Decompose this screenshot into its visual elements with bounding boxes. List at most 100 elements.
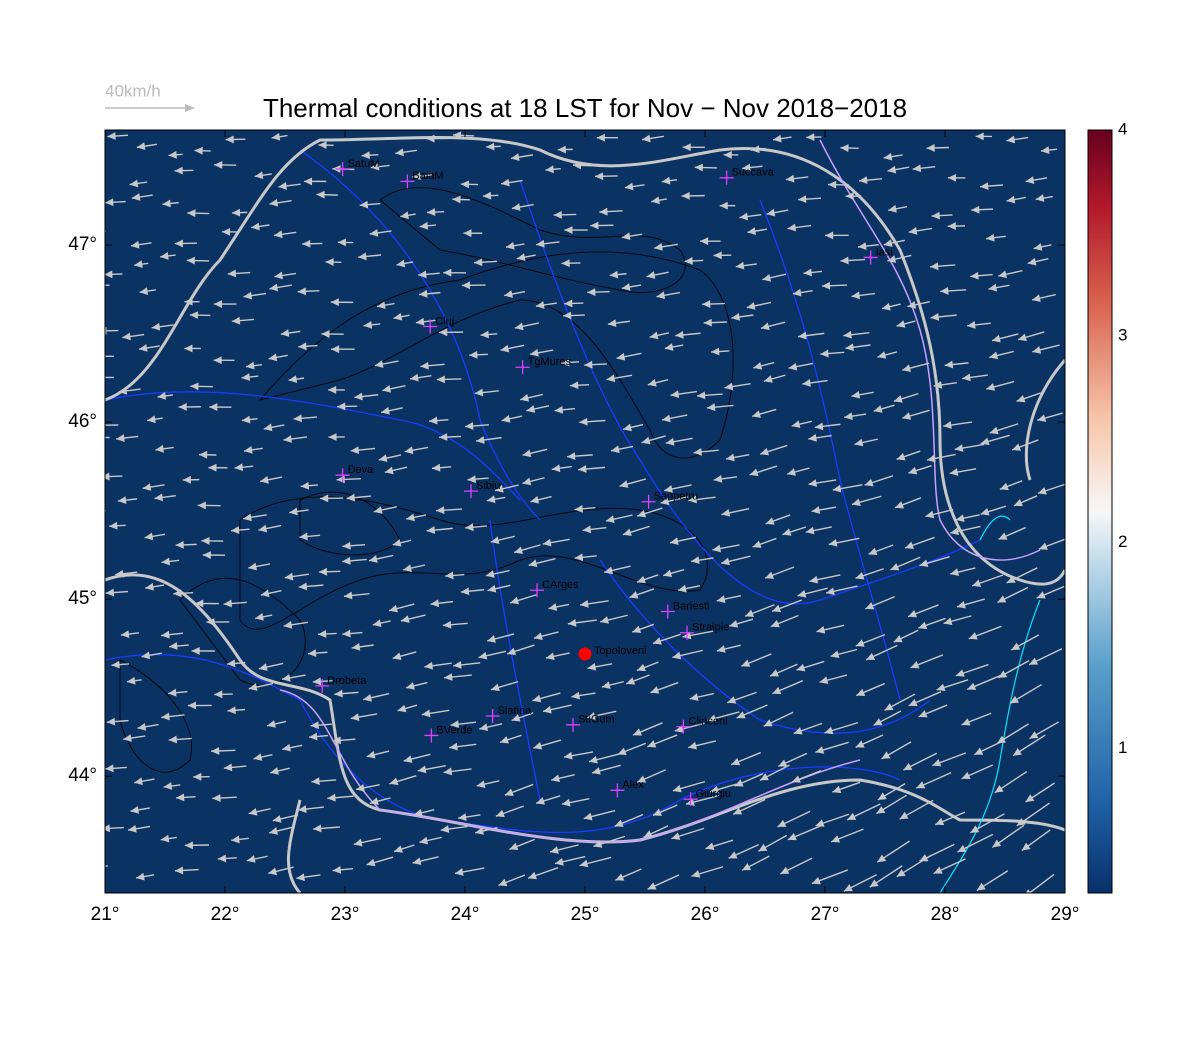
wind-arrow	[998, 526, 1026, 541]
wind-arrow	[231, 208, 248, 217]
wind-arrow	[421, 709, 450, 718]
wind-arrow	[693, 448, 719, 456]
wind-arrow-head	[160, 834, 170, 843]
wind-arrow-head	[476, 780, 486, 788]
wind-arrow-head	[392, 539, 402, 547]
wind-arrow-head	[278, 182, 287, 190]
wind-arrow	[1035, 194, 1053, 202]
wind-arrow	[902, 752, 938, 771]
wind-arrow	[551, 773, 575, 783]
wind-arrow-head	[1016, 394, 1026, 403]
wind-arrow	[303, 177, 327, 186]
wind-arrow	[1029, 721, 1059, 740]
wind-arrow-head	[1029, 657, 1039, 665]
wind-arrow-head	[174, 166, 183, 175]
wind-arrow-head	[522, 449, 532, 458]
wind-arrow	[865, 644, 898, 661]
wind-arrow	[997, 586, 1029, 604]
wind-arrow-head	[932, 758, 942, 767]
wind-arrow	[998, 269, 1023, 279]
wind-arrow	[366, 750, 390, 759]
wind-arrow	[563, 751, 594, 760]
wind-arrow-head	[332, 865, 342, 874]
wind-arrow-head	[970, 271, 979, 280]
wind-arrow-head	[190, 382, 199, 391]
wind-arrow	[994, 770, 1028, 794]
wind-arrow	[955, 663, 989, 677]
wind-arrow	[403, 753, 431, 763]
wind-arrow	[419, 289, 441, 298]
wind-arrow	[173, 589, 194, 598]
wind-arrow-head	[412, 857, 422, 865]
x-tick-label: 25°	[571, 904, 600, 925]
wind-arrow	[840, 144, 859, 152]
colorbar-tick-label: 3	[1118, 326, 1127, 345]
wind-arrow-head	[887, 165, 897, 174]
wind-arrow-head	[919, 854, 929, 862]
wind-arrow-head	[97, 373, 105, 381]
wind-arrow-head	[814, 422, 824, 431]
wind-arrow	[369, 229, 392, 237]
wind-arrow-head	[1027, 257, 1037, 266]
wind-arrow	[426, 134, 448, 143]
wind-arrow	[263, 423, 285, 432]
wind-arrow	[384, 466, 408, 475]
wind-arrow	[281, 673, 306, 682]
wind-arrow-head	[1026, 889, 1031, 893]
wind-arrow	[688, 740, 717, 750]
wind-arrow	[389, 774, 417, 786]
wind-arrow	[351, 643, 374, 651]
wind-arrow-head	[320, 494, 329, 503]
wind-arrow-head	[916, 781, 926, 789]
y-tick-label: 44°	[68, 765, 97, 786]
wind-arrow-head	[654, 243, 663, 251]
wind-arrow	[241, 373, 259, 381]
wind-arrow-head	[260, 589, 270, 598]
wind-arrow-head	[107, 132, 116, 140]
wind-arrows	[97, 131, 1065, 893]
wind-arrow-head	[1025, 794, 1035, 802]
wind-arrow-head	[884, 703, 894, 711]
wind-arrow-head	[843, 884, 853, 892]
wind-arrow	[749, 465, 778, 477]
wind-arrow-head	[253, 753, 263, 761]
wind-arrow-head	[551, 464, 561, 473]
wind-arrow	[651, 196, 667, 205]
wind-arrow	[1032, 344, 1060, 354]
wind-arrow	[557, 145, 573, 154]
wind-arrow-head	[332, 736, 342, 745]
wind-arrow	[606, 374, 633, 383]
wind-arrow	[409, 373, 432, 382]
wind-arrow	[243, 446, 263, 454]
wind-arrow-head	[176, 793, 185, 802]
wind-arrow-head	[533, 632, 543, 641]
wind-arrow-head	[269, 283, 279, 292]
wind-arrow-head	[816, 626, 826, 634]
wind-arrow	[248, 682, 274, 691]
wind-arrow	[741, 855, 770, 871]
wind-arrow-head	[847, 812, 857, 820]
wind-arrow-head	[173, 589, 182, 598]
wind-arrow-head	[105, 588, 115, 597]
wind-arrow-head	[187, 209, 196, 218]
wind-arrow	[122, 332, 145, 341]
wind-arrow-head	[957, 844, 967, 852]
wind-arrow	[308, 732, 329, 741]
wind-arrow	[868, 544, 894, 556]
wind-arrow-head	[126, 676, 136, 685]
wind-arrow	[499, 734, 522, 744]
wind-arrow-head	[318, 630, 327, 638]
wind-arrow-head	[530, 348, 539, 357]
wind-arrow	[930, 262, 956, 271]
wind-arrow	[694, 163, 718, 172]
wind-arrow	[363, 692, 390, 702]
wind-arrow-head	[105, 270, 113, 279]
wind-arrow	[160, 834, 177, 843]
wind-arrow	[1026, 873, 1055, 893]
wind-arrow-head	[561, 798, 571, 807]
wind-arrow-head	[716, 595, 726, 603]
wind-arrow-head	[384, 466, 394, 475]
wind-arrow	[310, 721, 332, 730]
city-label: SatuM	[348, 158, 380, 170]
wind-arrow-head	[474, 388, 484, 397]
